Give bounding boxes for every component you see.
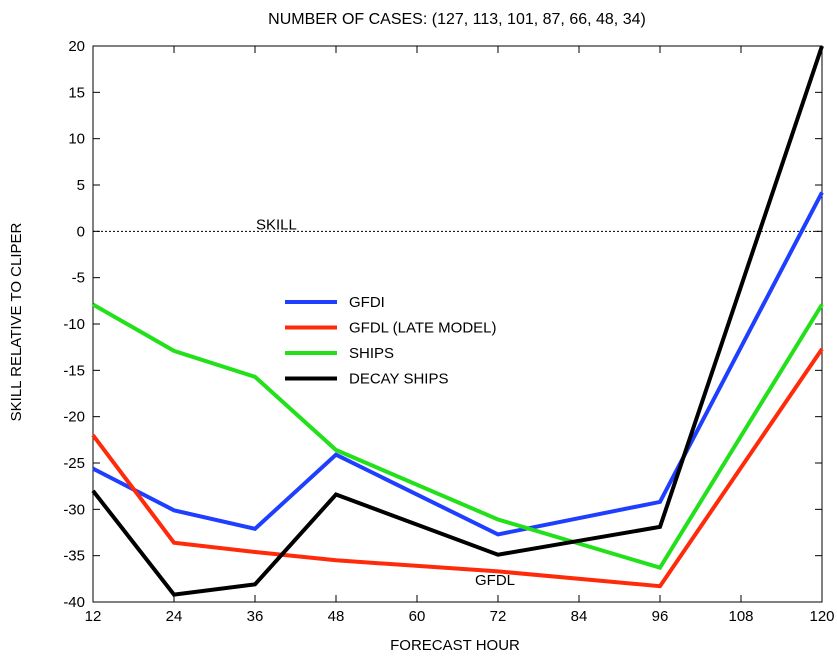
x-tick-label: 12 — [85, 608, 102, 625]
x-axis: 12 24 36 48 60 72 84 96 108 120 — [85, 46, 835, 625]
x-tick-label: 24 — [166, 608, 183, 625]
y-tick-label: -35 — [63, 548, 85, 565]
legend-label-gfdl-late-model: GFDL (LATE MODEL) — [349, 320, 497, 337]
legend-label-ships: SHIPS — [349, 345, 394, 362]
y-tick-label: 0 — [77, 223, 85, 240]
y-tick-label: 20 — [68, 38, 85, 55]
skill-reference-label: SKILL — [256, 216, 297, 233]
series-line-gfdl-late-model — [91, 347, 824, 589]
x-tick-label: 72 — [490, 608, 507, 625]
series-line-gfdi — [92, 191, 824, 537]
series-line-decay-ships — [91, 45, 824, 597]
y-tick-label: -20 — [63, 409, 85, 426]
x-axis-title: FORECAST HOUR — [390, 637, 520, 654]
y-tick-label: -30 — [63, 501, 85, 518]
x-tick-label: 36 — [247, 608, 264, 625]
y-tick-label: -25 — [63, 455, 85, 472]
x-tick-label: 108 — [728, 608, 753, 625]
y-tick-label: 10 — [68, 131, 85, 148]
chart-title: NUMBER OF CASES: (127, 113, 101, 87, 66,… — [268, 11, 646, 28]
gfdl-annotation: GFDL — [475, 572, 515, 589]
y-axis: 20 15 10 5 0 -5 -10 -15 -20 -25 -30 -35 -40 — [63, 38, 822, 611]
y-tick-label: -15 — [63, 362, 85, 379]
series-line-ships — [92, 302, 824, 571]
legend-label-gfdi: GFDI — [349, 294, 385, 311]
y-tick-label: -10 — [63, 316, 85, 333]
y-axis-title: SKILL RELATIVE TO CLIPER — [8, 222, 25, 421]
x-tick-label: 60 — [409, 608, 426, 625]
y-tick-label: 15 — [68, 84, 85, 101]
x-tick-label: 48 — [328, 608, 345, 625]
x-tick-label: 84 — [571, 608, 588, 625]
y-tick-label: 5 — [77, 177, 85, 194]
x-tick-label: 96 — [652, 608, 669, 625]
x-tick-label: 120 — [809, 608, 834, 625]
y-tick-label: -40 — [63, 594, 85, 611]
series-group — [91, 45, 824, 597]
y-tick-label: -5 — [72, 270, 85, 287]
legend-label-decay-ships: DECAY SHIPS — [349, 371, 448, 388]
legend: GFDI GFDL (LATE MODEL) SHIPS DECAY SHIPS — [285, 294, 497, 388]
